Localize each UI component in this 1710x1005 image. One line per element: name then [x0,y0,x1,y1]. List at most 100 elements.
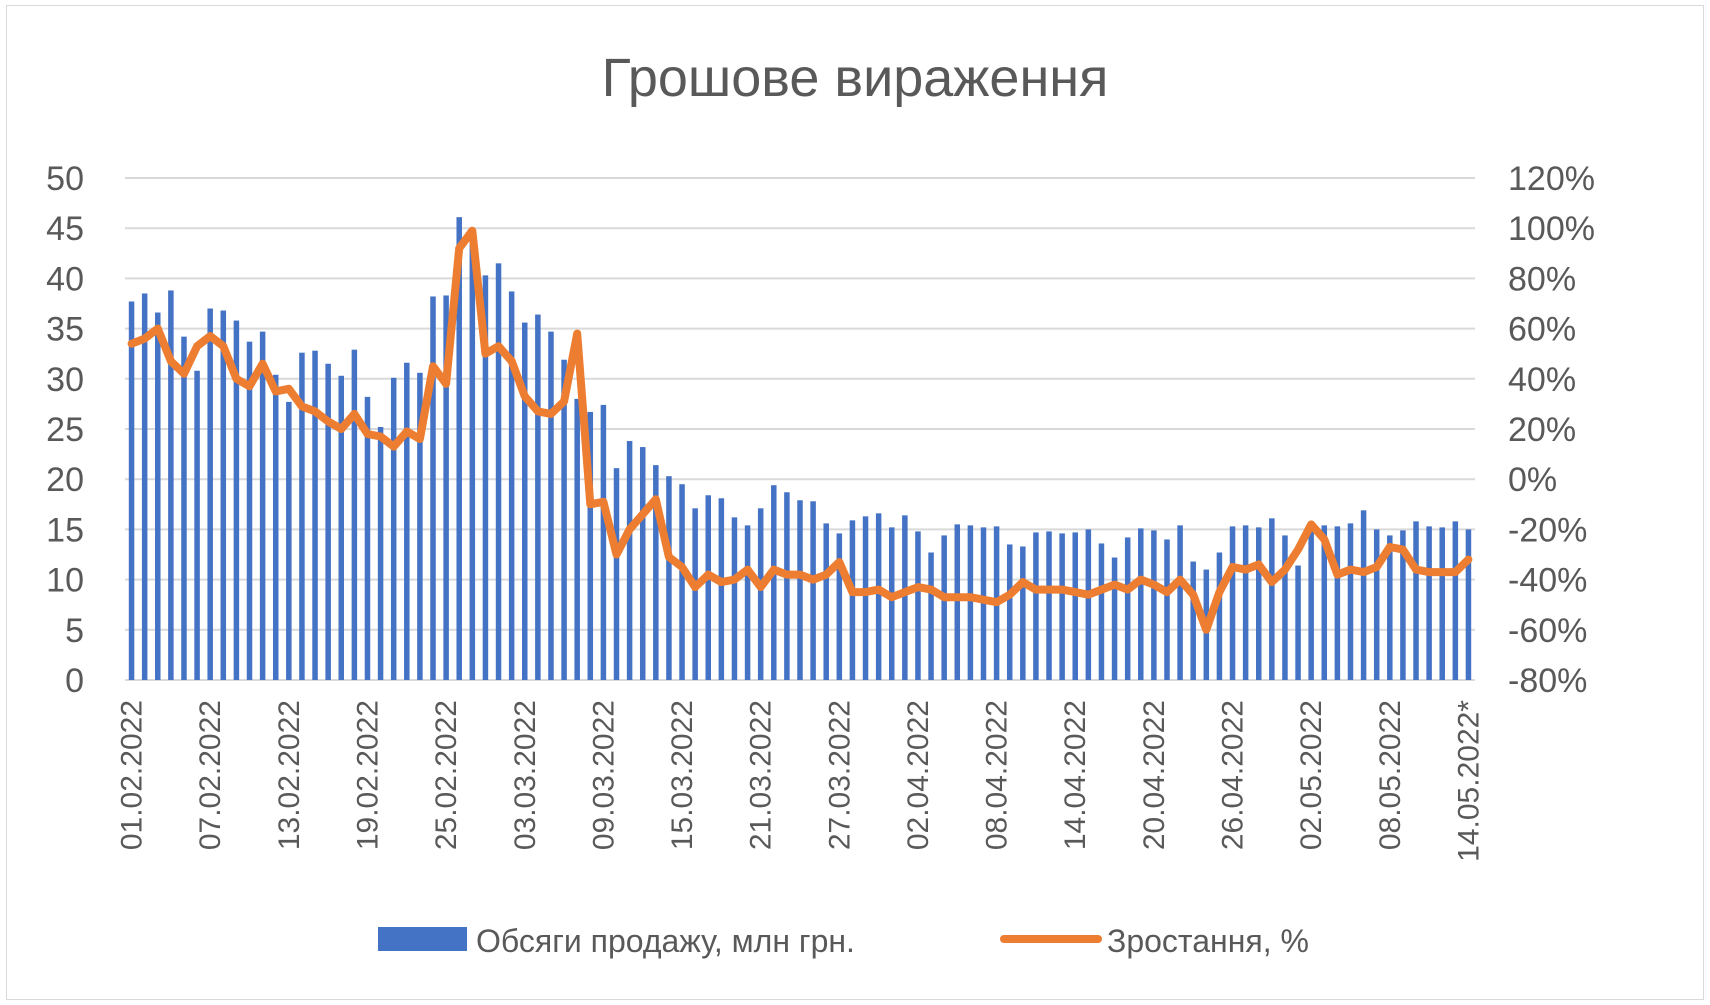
bar [522,322,528,680]
x-tick-label: 09.03.2022 [587,700,620,850]
bar [1098,543,1105,680]
bar [181,336,187,680]
x-tick-label: 13.02.2022 [273,700,306,850]
bar [888,527,895,680]
x-tick-label: 14.04.2022 [1059,700,1092,850]
x-tick-label: 02.05.2022 [1295,700,1328,850]
x-tick-label: 15.03.2022 [666,700,699,850]
growth-line [127,226,1473,634]
legend-bar-swatch [378,927,467,951]
bar [1151,530,1157,680]
bar [587,411,594,680]
bar [823,523,829,680]
bar [784,492,790,680]
bar [1282,535,1288,680]
bar [613,468,620,680]
bar [155,312,161,680]
bar [666,476,672,680]
left-axis-ticks: 0 5 10 15 20 25 30 35 40 45 50 [46,160,84,700]
bar [417,372,423,680]
bar [967,525,974,680]
x-tick-label: 21.03.2022 [745,700,778,850]
bar [705,495,712,680]
bar [1190,561,1196,680]
right-tick-label: 100% [1508,210,1595,248]
bar [653,465,659,680]
bar [1072,532,1078,680]
left-tick-label: 5 [65,612,84,650]
bar [639,447,646,680]
right-tick-label: 60% [1508,311,1576,349]
left-tick-label: 20 [46,461,84,499]
bar [718,498,725,680]
bar [1164,539,1170,680]
right-tick-label: -40% [1508,562,1587,600]
bar [168,290,174,680]
bar [1216,552,1223,680]
bar [259,331,266,680]
x-tick-label: 01.02.2022 [116,700,149,850]
left-tick-label: 15 [46,511,84,549]
bar [1020,546,1026,680]
left-tick-label: 50 [46,160,84,198]
bar [954,524,961,680]
bar [404,362,410,680]
bar [377,426,384,680]
bar [220,310,227,680]
bar [1111,557,1118,680]
bar [941,535,947,680]
x-tick-label: 08.05.2022 [1374,700,1407,850]
bar [849,520,856,680]
bar [1413,521,1419,680]
bar [744,525,751,680]
bar [1269,518,1275,680]
right-tick-label: 20% [1508,411,1576,449]
left-tick-label: 40 [46,260,84,298]
bar [1321,525,1328,680]
bar-series [128,217,1472,680]
bar [207,308,213,680]
bar [1400,530,1406,680]
bar [1177,525,1183,680]
bar [1033,532,1039,680]
bar [1360,510,1367,680]
bar [286,401,292,680]
right-tick-label: -60% [1508,612,1587,650]
bar [535,314,541,680]
x-tick-label: 08.04.2022 [981,700,1014,850]
bar [757,508,764,680]
left-tick-label: 25 [46,411,84,449]
bar [430,296,436,680]
x-tick-label: 27.03.2022 [823,700,856,850]
gridlines [125,177,1475,681]
bar [1229,526,1236,680]
bar [692,508,698,680]
bar [1295,565,1301,680]
right-tick-label: -80% [1508,662,1587,700]
bar [443,295,449,680]
bar [299,352,305,680]
bar [1465,529,1472,680]
bar [1255,527,1262,680]
bar [600,404,607,680]
x-tick-label: 26.04.2022 [1217,700,1250,850]
bar [915,531,921,680]
bar [1308,530,1314,680]
bar [862,516,869,680]
left-tick-label: 0 [65,662,84,700]
bar [325,363,331,680]
x-tick-label: 20.04.2022 [1138,700,1171,850]
bar [1347,523,1354,680]
bar [128,301,135,680]
x-axis-ticks: 01.02.2022 07.02.2022 13.02.2022 19.02.2022… [116,700,1486,862]
bar [469,233,476,680]
right-tick-label: 0% [1508,461,1557,499]
right-tick-label: 80% [1508,260,1576,298]
bar [574,398,580,680]
bar [272,374,279,680]
bar [1426,526,1432,680]
bar [246,341,253,680]
bar [679,484,685,680]
bar [1439,527,1445,680]
